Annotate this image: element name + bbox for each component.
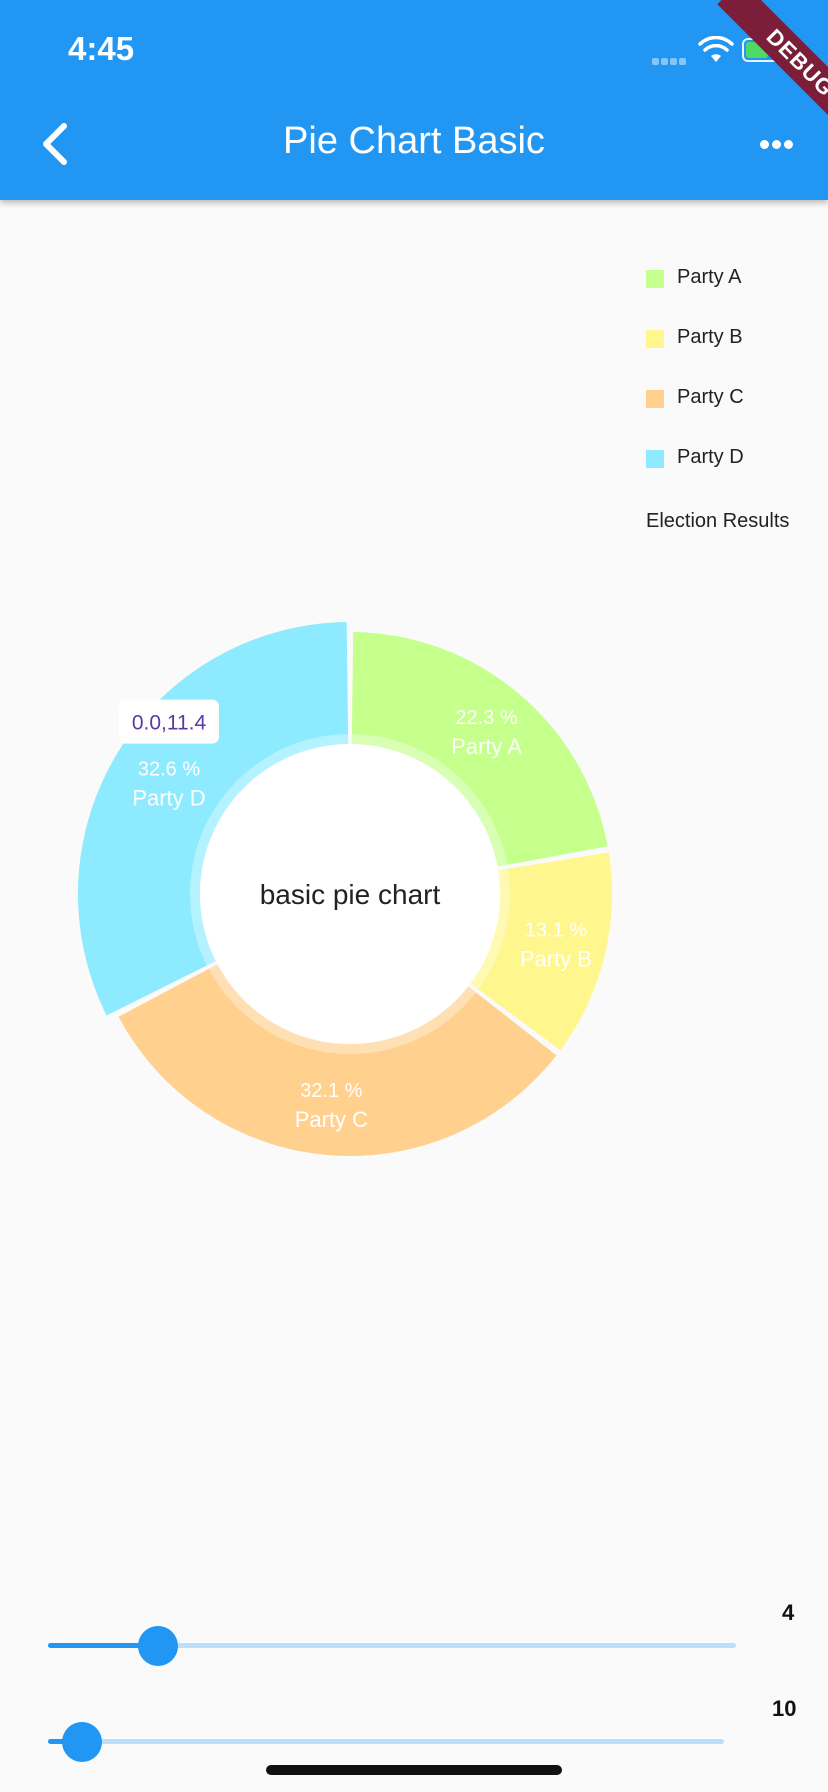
slider-thumb[interactable]: [61, 1722, 102, 1762]
pie-slice-percent-label: 13.1 %: [525, 919, 587, 941]
pie-chart[interactable]: basic pie chart 22.3 % Party A 13.1 % Party …: [0, 560, 828, 1220]
pie-slice-percent-label: 32.6 %: [138, 759, 200, 781]
legend-label: Party A: [677, 266, 742, 288]
legend-label: Party B: [677, 326, 743, 348]
pie-slice-name-label: Party C: [295, 1107, 368, 1132]
slider-track: [48, 1643, 736, 1648]
pie-slice-party-c[interactable]: [118, 964, 557, 1156]
legend-label: Party C: [677, 386, 744, 408]
slider-1[interactable]: [48, 1626, 736, 1666]
legend-item-party-c[interactable]: Party C: [646, 386, 816, 446]
wifi-icon: [698, 36, 734, 62]
pie-slice-percent-label: 22.3 %: [455, 707, 517, 729]
pie-slice-name-label: Party D: [132, 786, 205, 811]
legend-swatch: [646, 390, 664, 408]
slider-active-track: [48, 1643, 159, 1648]
page-title: Pie Chart Basic: [283, 120, 545, 162]
chart-tooltip: [119, 699, 220, 744]
slider-track: [48, 1739, 724, 1744]
legend-label: Party D: [677, 446, 744, 468]
pie-center: [200, 744, 500, 1044]
pie-slice-rim: [351, 734, 508, 868]
pie-center-label: basic pie chart: [260, 879, 441, 910]
legend-title: Election Results: [646, 510, 790, 532]
legend-swatch: [646, 330, 664, 348]
legend-item-party-b[interactable]: Party B: [646, 326, 816, 386]
cellular-signal-icon: [652, 52, 692, 65]
legend-swatch: [646, 270, 664, 288]
chart-legend: Party A Party B Party C Party D: [646, 266, 816, 506]
slider-2[interactable]: [48, 1722, 724, 1762]
back-arrow-icon[interactable]: [36, 120, 76, 168]
more-options-icon[interactable]: [760, 136, 800, 150]
legend-item-party-a[interactable]: Party A: [646, 266, 816, 326]
app-bar: 4:45 Pie Chart Basic DEBUG: [0, 0, 828, 200]
slider-2-value: 10: [772, 1696, 797, 1721]
legend-swatch: [646, 450, 664, 468]
status-time: 4:45: [68, 30, 135, 67]
legend-item-party-d[interactable]: Party D: [646, 446, 816, 506]
pie-slice-percent-label: 32.1 %: [300, 1080, 362, 1102]
pie-slice-name-label: Party B: [520, 946, 592, 971]
home-indicator: [266, 1765, 562, 1775]
slider-thumb[interactable]: [138, 1626, 179, 1666]
pie-slice-name-label: Party A: [451, 734, 522, 759]
pie-slice-rim: [190, 734, 349, 966]
pie-slice-party-b[interactable]: [470, 852, 613, 1051]
slider-1-value: 4: [782, 1600, 795, 1625]
pie-slice-party-a[interactable]: [351, 632, 608, 867]
chart-tooltip-text: 0.0,11.4: [132, 712, 207, 735]
